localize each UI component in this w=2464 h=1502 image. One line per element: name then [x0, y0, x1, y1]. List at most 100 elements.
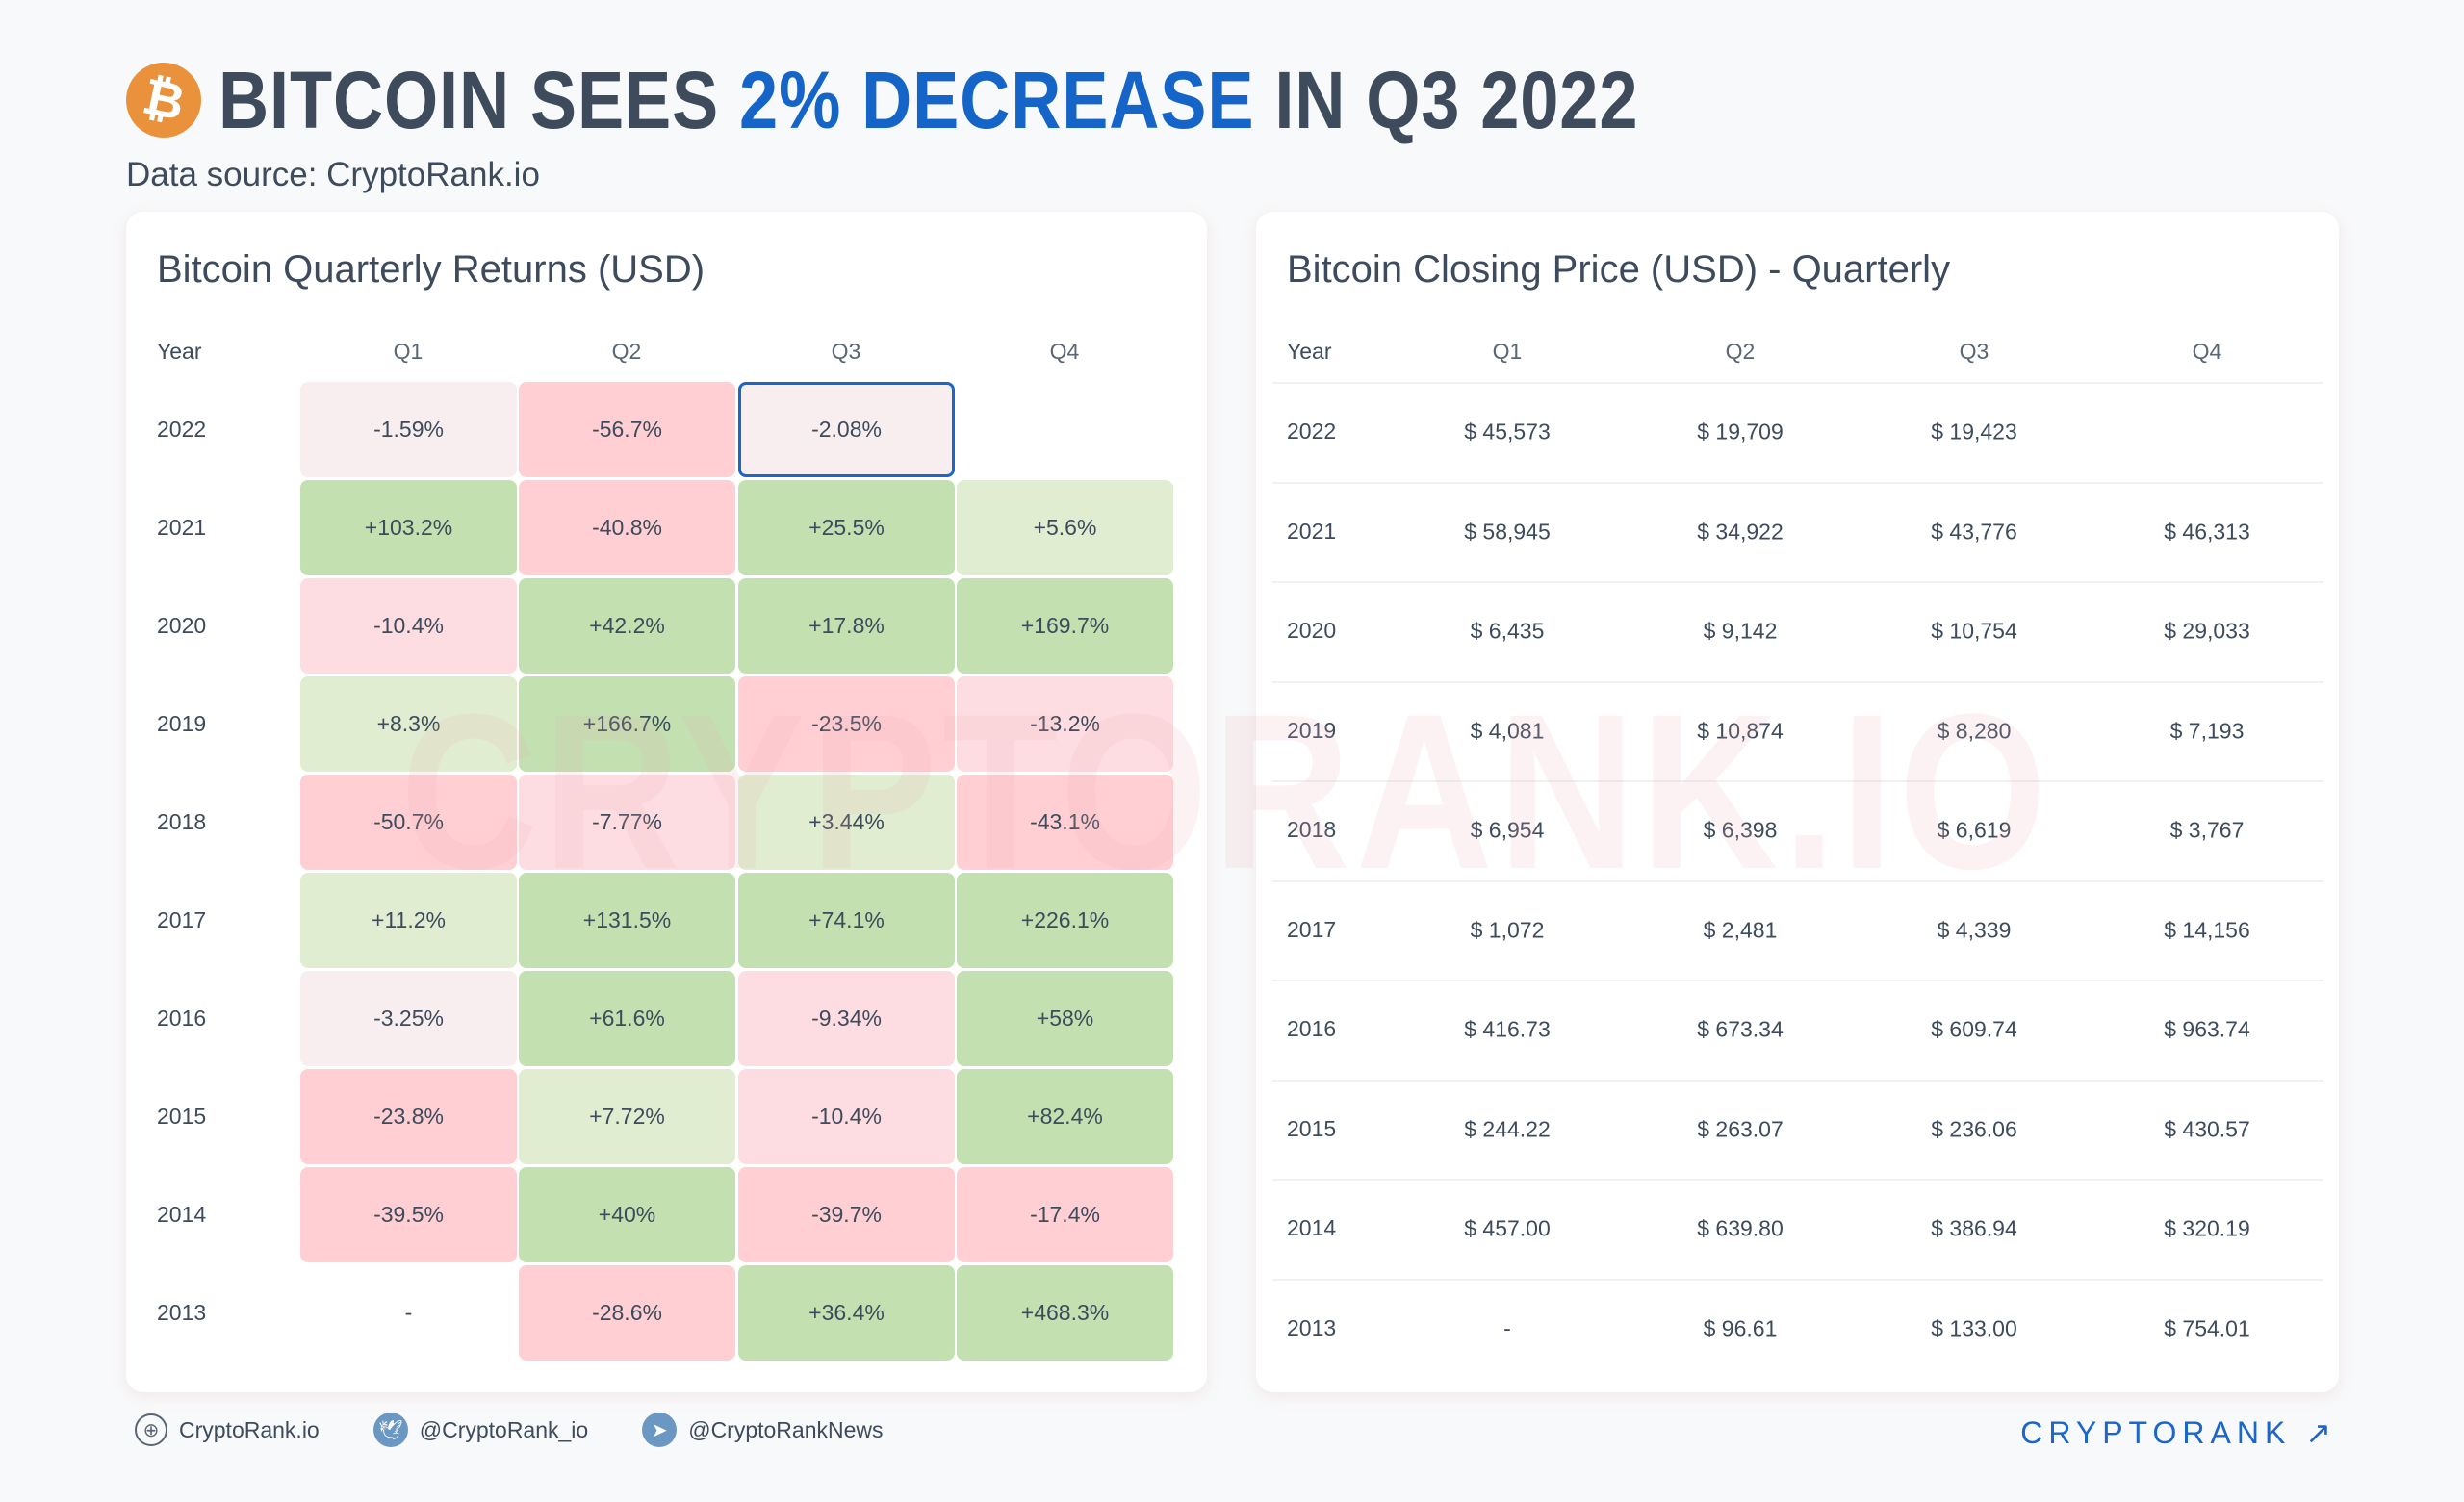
price-cell: $ 386.94	[1931, 1215, 2017, 1241]
data-source: Data source: CryptoRank.io	[126, 156, 540, 193]
price-cell: $ 6,619	[1937, 817, 2012, 843]
price-cell: $ 19,423	[1931, 419, 2017, 445]
return-cell[interactable]: -3.25%	[300, 971, 517, 1066]
row-divider	[1272, 680, 2323, 683]
column-header-q1: Q1	[393, 339, 424, 364]
return-cell[interactable]: +166.7%	[519, 676, 735, 772]
price-cell: $ 754.01	[2164, 1315, 2250, 1340]
return-cell[interactable]: -39.5%	[300, 1167, 517, 1262]
return-cell[interactable]: -2.08%	[738, 382, 955, 477]
price-cell: $ 244.22	[1464, 1116, 1551, 1141]
row-year: 2015	[1287, 1115, 1337, 1141]
return-cell[interactable]: +58%	[957, 971, 1173, 1066]
return-cell[interactable]: +74.1%	[738, 873, 955, 968]
footer-link-twitter[interactable]: 🕊 @CryptoRank_io	[372, 1413, 589, 1447]
column-header-q4: Q4	[2192, 339, 2222, 364]
price-cell: $ 639.80	[1697, 1215, 1784, 1241]
return-cell[interactable]: -40.8%	[519, 480, 735, 575]
return-cell[interactable]: -	[404, 1300, 413, 1325]
return-cell[interactable]: -9.34%	[738, 971, 955, 1066]
return-cell[interactable]: -43.1%	[957, 775, 1173, 870]
return-cell[interactable]: +17.8%	[738, 578, 955, 674]
return-cell[interactable]: +82.4%	[957, 1069, 1173, 1164]
return-cell[interactable]: -1.59%	[300, 382, 517, 477]
price-cell: $ 7,193	[2169, 718, 2245, 743]
return-cell[interactable]: -28.6%	[519, 1265, 735, 1361]
return-cell[interactable]: +468.3%	[957, 1265, 1173, 1361]
price-cell: $ 45,573	[1464, 419, 1551, 445]
return-cell[interactable]: -13.2%	[957, 676, 1173, 772]
return-cell[interactable]: -23.5%	[738, 676, 955, 772]
price-cell: $ 3,767	[2169, 817, 2245, 843]
return-cell[interactable]: +131.5%	[519, 873, 735, 968]
return-cell[interactable]: -17.4%	[957, 1167, 1173, 1262]
price-cell: $ 58,945	[1464, 519, 1551, 544]
footer-link-label: @CryptoRank_io	[419, 1416, 589, 1442]
return-cell[interactable]: -7.77%	[519, 775, 735, 870]
return-cell[interactable]: -23.8%	[300, 1069, 517, 1164]
column-header-q4: Q4	[1049, 339, 1080, 364]
row-year: 2021	[1287, 518, 1337, 544]
price-cell: $ 1,072	[1470, 917, 1545, 942]
price-cell: $ 2,481	[1703, 917, 1778, 942]
column-header-q1: Q1	[1492, 339, 1523, 364]
price-cell: $ 34,922	[1697, 519, 1784, 544]
row-divider	[1272, 980, 2323, 981]
price-cell: $ 96.61	[1703, 1315, 1778, 1340]
column-header-q3: Q3	[1959, 339, 1989, 364]
row-year: 2020	[1287, 618, 1337, 643]
footer-link-telegram[interactable]: ➤ @CryptoRankNews	[642, 1413, 884, 1447]
globe-icon: ⊕	[135, 1413, 167, 1446]
return-cell[interactable]: +7.72%	[519, 1069, 735, 1164]
price-cell: $ 430.57	[2164, 1116, 2250, 1141]
price-cell: -	[1503, 1315, 1511, 1340]
return-cell[interactable]: +226.1%	[957, 873, 1173, 968]
price-cell: $ 8,280	[1937, 718, 2012, 743]
price-cell: $ 10,874	[1697, 718, 1784, 743]
return-cell[interactable]: +3.44%	[738, 775, 955, 870]
return-cell[interactable]: +36.4%	[738, 1265, 955, 1361]
return-cell[interactable]: -39.7%	[738, 1167, 955, 1262]
row-divider	[1272, 581, 2323, 583]
price-cell: $ 457.00	[1464, 1215, 1551, 1241]
price-cell: $ 263.07	[1697, 1116, 1784, 1141]
row-year: 2019	[1287, 717, 1337, 743]
row-year: 2013	[157, 1300, 207, 1325]
title-text: BITCOIN SEES	[218, 54, 740, 145]
row-divider	[1272, 1079, 2323, 1082]
row-year: 2016	[1287, 1016, 1337, 1041]
returns-card: Bitcoin Quarterly Returns (USD) Year Q1 Q2…	[126, 212, 1207, 1392]
return-cell[interactable]: -10.4%	[300, 578, 517, 674]
row-year: 2016	[157, 1006, 207, 1031]
telegram-icon: ➤	[642, 1413, 678, 1447]
row-year: 2021	[157, 515, 207, 540]
bitcoin-icon: ₿	[118, 55, 209, 145]
price-cell: $ 43,776	[1931, 519, 2017, 544]
return-cell[interactable]: +42.2%	[519, 578, 735, 674]
return-cell[interactable]: +5.6%	[957, 480, 1173, 575]
column-header-year: Year	[1287, 339, 1332, 364]
title-text-end: IN Q3 2022	[1254, 54, 1639, 145]
row-year: 2022	[1287, 419, 1337, 444]
return-cell[interactable]: +61.6%	[519, 971, 735, 1066]
return-cell[interactable]: +169.7%	[957, 578, 1173, 674]
return-cell[interactable]: -50.7%	[300, 775, 517, 870]
title-highlight: 2% DECREASE	[739, 54, 1255, 145]
return-cell[interactable]: +103.2%	[300, 480, 517, 575]
footer: ⊕ CryptoRank.io 🕊 @CryptoRank_io ➤ @Cryp…	[135, 1413, 937, 1447]
cryptorank-brand-link[interactable]: CRYPTORANK ↗	[2020, 1415, 2337, 1450]
return-cell[interactable]: +40%	[519, 1167, 735, 1262]
price-cell: $ 673.34	[1697, 1016, 1784, 1042]
price-cell: $ 9,142	[1703, 618, 1778, 644]
prices-title: Bitcoin Closing Price (USD) - Quarterly	[1287, 248, 1951, 291]
price-cell: $ 320.19	[2164, 1215, 2250, 1241]
price-cell: $ 609.74	[1931, 1016, 2017, 1042]
row-year: 2017	[1287, 916, 1337, 942]
return-cell[interactable]: +25.5%	[738, 480, 955, 575]
price-cell: $ 133.00	[1931, 1315, 2017, 1340]
footer-link-website[interactable]: ⊕ CryptoRank.io	[135, 1413, 320, 1446]
return-cell[interactable]: +8.3%	[300, 676, 517, 772]
return-cell[interactable]: +11.2%	[300, 873, 517, 968]
return-cell[interactable]: -56.7%	[519, 382, 735, 477]
return-cell[interactable]: -10.4%	[738, 1069, 955, 1164]
